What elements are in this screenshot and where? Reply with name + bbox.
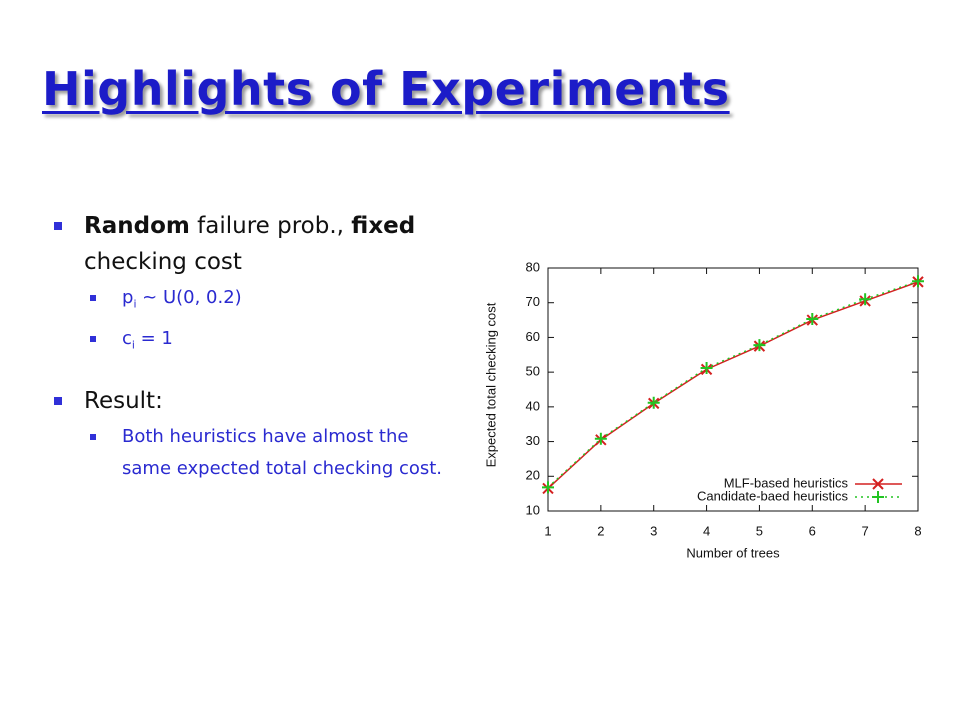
marker <box>912 275 924 288</box>
bullet-marker <box>90 295 96 301</box>
x-tick-label: 6 <box>809 523 816 538</box>
bullet-text: i <box>133 297 137 311</box>
x-tick-label: 8 <box>914 523 921 538</box>
bullet-text: Random <box>84 213 190 239</box>
bullet-marker <box>90 335 96 342</box>
x-tick-label: 1 <box>544 523 551 538</box>
bullet: ci = 1 <box>48 323 458 362</box>
x-axis-title: Number of trees <box>686 545 780 560</box>
bullet-text: fixed <box>351 213 416 239</box>
marker <box>859 293 872 306</box>
bullet-text: = 1 <box>134 327 173 349</box>
marker <box>542 481 554 494</box>
slide-title: Highlights of Experiments <box>42 62 730 116</box>
bullet-text: Result: <box>84 388 163 415</box>
bullet-text: c <box>122 327 132 349</box>
marker <box>753 339 766 352</box>
marker <box>872 491 884 503</box>
bullet-text: ~ U(0, 0.2) <box>136 287 242 308</box>
bullet: Both heuristics have almost the same exp… <box>48 421 458 485</box>
marker <box>872 478 884 490</box>
bullet-list: Random failure prob., fixed checking cos… <box>48 194 458 485</box>
y-tick-label: 80 <box>526 259 540 274</box>
marker <box>700 361 713 374</box>
y-tick-label: 60 <box>526 329 540 344</box>
bullet: Random failure prob., fixed checking cos… <box>48 208 458 280</box>
x-tick-label: 3 <box>650 523 657 538</box>
legend-label: MLF-based heuristics <box>724 475 849 490</box>
bullet: Result: <box>48 383 458 419</box>
series-line <box>547 280 919 488</box>
y-axis-title: Expected total checking cost <box>483 302 498 467</box>
bullet-marker <box>54 222 62 230</box>
bullet-text: p <box>122 287 134 308</box>
y-tick-label: 40 <box>526 398 540 413</box>
y-tick-label: 50 <box>526 364 540 379</box>
y-tick-label: 30 <box>526 433 540 448</box>
bullet-text: Both heuristics have almost the same exp… <box>122 426 443 480</box>
marker <box>594 432 607 445</box>
bullet-marker <box>90 434 96 441</box>
bullet-text: checking cost <box>84 249 242 275</box>
y-tick-label: 20 <box>526 468 540 483</box>
legend-label: Candidate-baed heuristics <box>697 488 849 503</box>
bullet-text: i <box>131 338 135 352</box>
x-tick-label: 5 <box>756 523 763 538</box>
bullet-text: failure prob., <box>189 213 352 239</box>
y-tick-label: 10 <box>526 502 540 517</box>
x-tick-label: 2 <box>597 523 604 538</box>
x-tick-label: 7 <box>862 523 869 538</box>
y-tick-label: 70 <box>526 294 540 309</box>
bullet-marker <box>54 397 62 406</box>
series-line <box>547 281 919 489</box>
plot-frame <box>547 267 919 512</box>
marker <box>806 313 819 326</box>
bullet: pi ~ U(0, 0.2) <box>48 282 458 321</box>
x-tick-label: 4 <box>703 523 710 538</box>
marker <box>647 396 660 409</box>
